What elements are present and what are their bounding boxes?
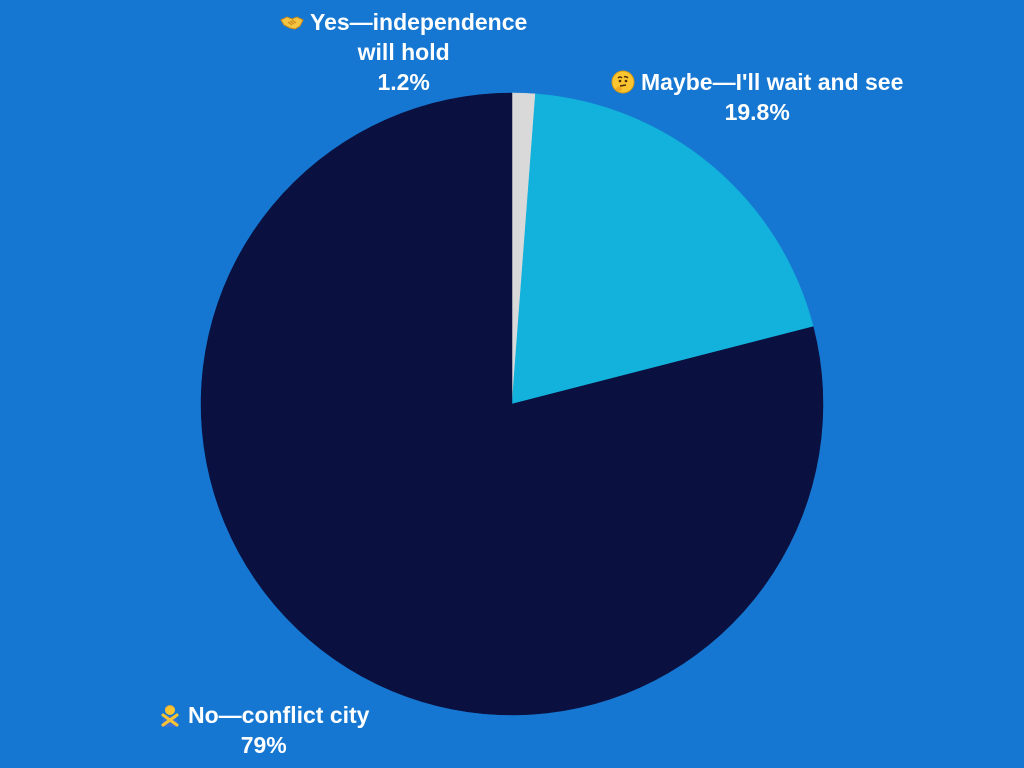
handshake-icon bbox=[280, 10, 304, 34]
slice-label-maybe-text-1: Maybe—I'll wait and see bbox=[641, 69, 904, 95]
slice-label-no-line-1: No—conflict city bbox=[158, 700, 369, 730]
pie-slice-maybe bbox=[511, 93, 814, 405]
slice-label-maybe-line-1: Maybe—I'll wait and see bbox=[611, 67, 903, 97]
thinking-face-icon bbox=[611, 70, 635, 94]
slice-label-yes-text-2: will hold bbox=[357, 39, 450, 65]
person-gesturing-no-icon bbox=[158, 703, 182, 727]
slice-label-no: No—conflict city 79% bbox=[158, 700, 369, 760]
slice-label-yes-text-1: Yes—independence bbox=[310, 9, 528, 35]
slice-value-yes: 1.2% bbox=[377, 69, 430, 95]
slice-label-maybe: Maybe—I'll wait and see 19.8% bbox=[611, 67, 903, 127]
slice-label-no-text-1: No—conflict city bbox=[188, 702, 370, 728]
slice-value-maybe: 19.8% bbox=[724, 99, 790, 125]
slice-label-yes: Yes—independence will hold 1.2% bbox=[280, 7, 527, 97]
pie-slice-no bbox=[200, 92, 824, 716]
slice-value-no: 79% bbox=[240, 732, 287, 758]
slice-label-yes-line-1: Yes—independence bbox=[280, 7, 527, 37]
